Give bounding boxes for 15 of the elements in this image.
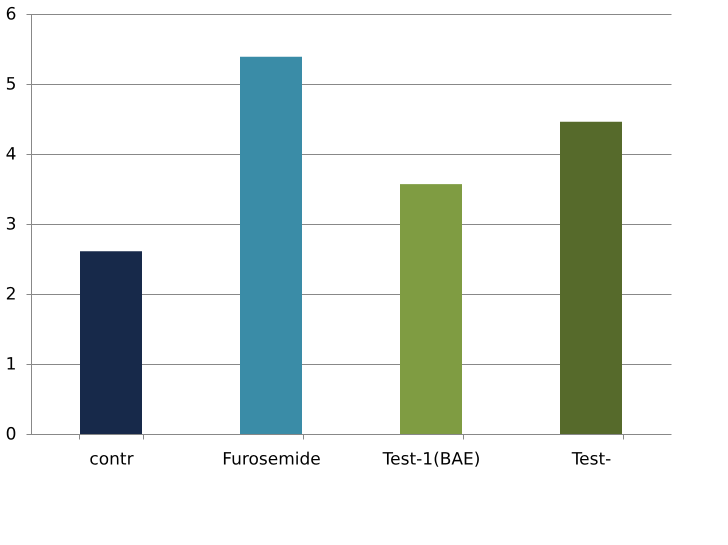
y-tick-label: 4 <box>6 144 16 164</box>
bar <box>240 56 302 434</box>
y-tick-label: 0 <box>6 424 16 444</box>
y-tick-label: 1 <box>6 354 16 374</box>
x-tick-label: contr <box>89 450 134 470</box>
bar <box>560 122 622 434</box>
x-tick-label: Test- <box>570 450 612 470</box>
x-tick-label: Furosemide <box>222 450 321 470</box>
y-tick-label: 3 <box>6 214 16 234</box>
bar <box>400 184 462 434</box>
y-tick-label: 2 <box>6 284 16 304</box>
x-tick-label: Test-1(BAE) <box>382 450 480 470</box>
bar <box>80 251 142 434</box>
y-tick-label: 5 <box>6 74 16 94</box>
y-tick-label: 6 <box>6 4 16 24</box>
